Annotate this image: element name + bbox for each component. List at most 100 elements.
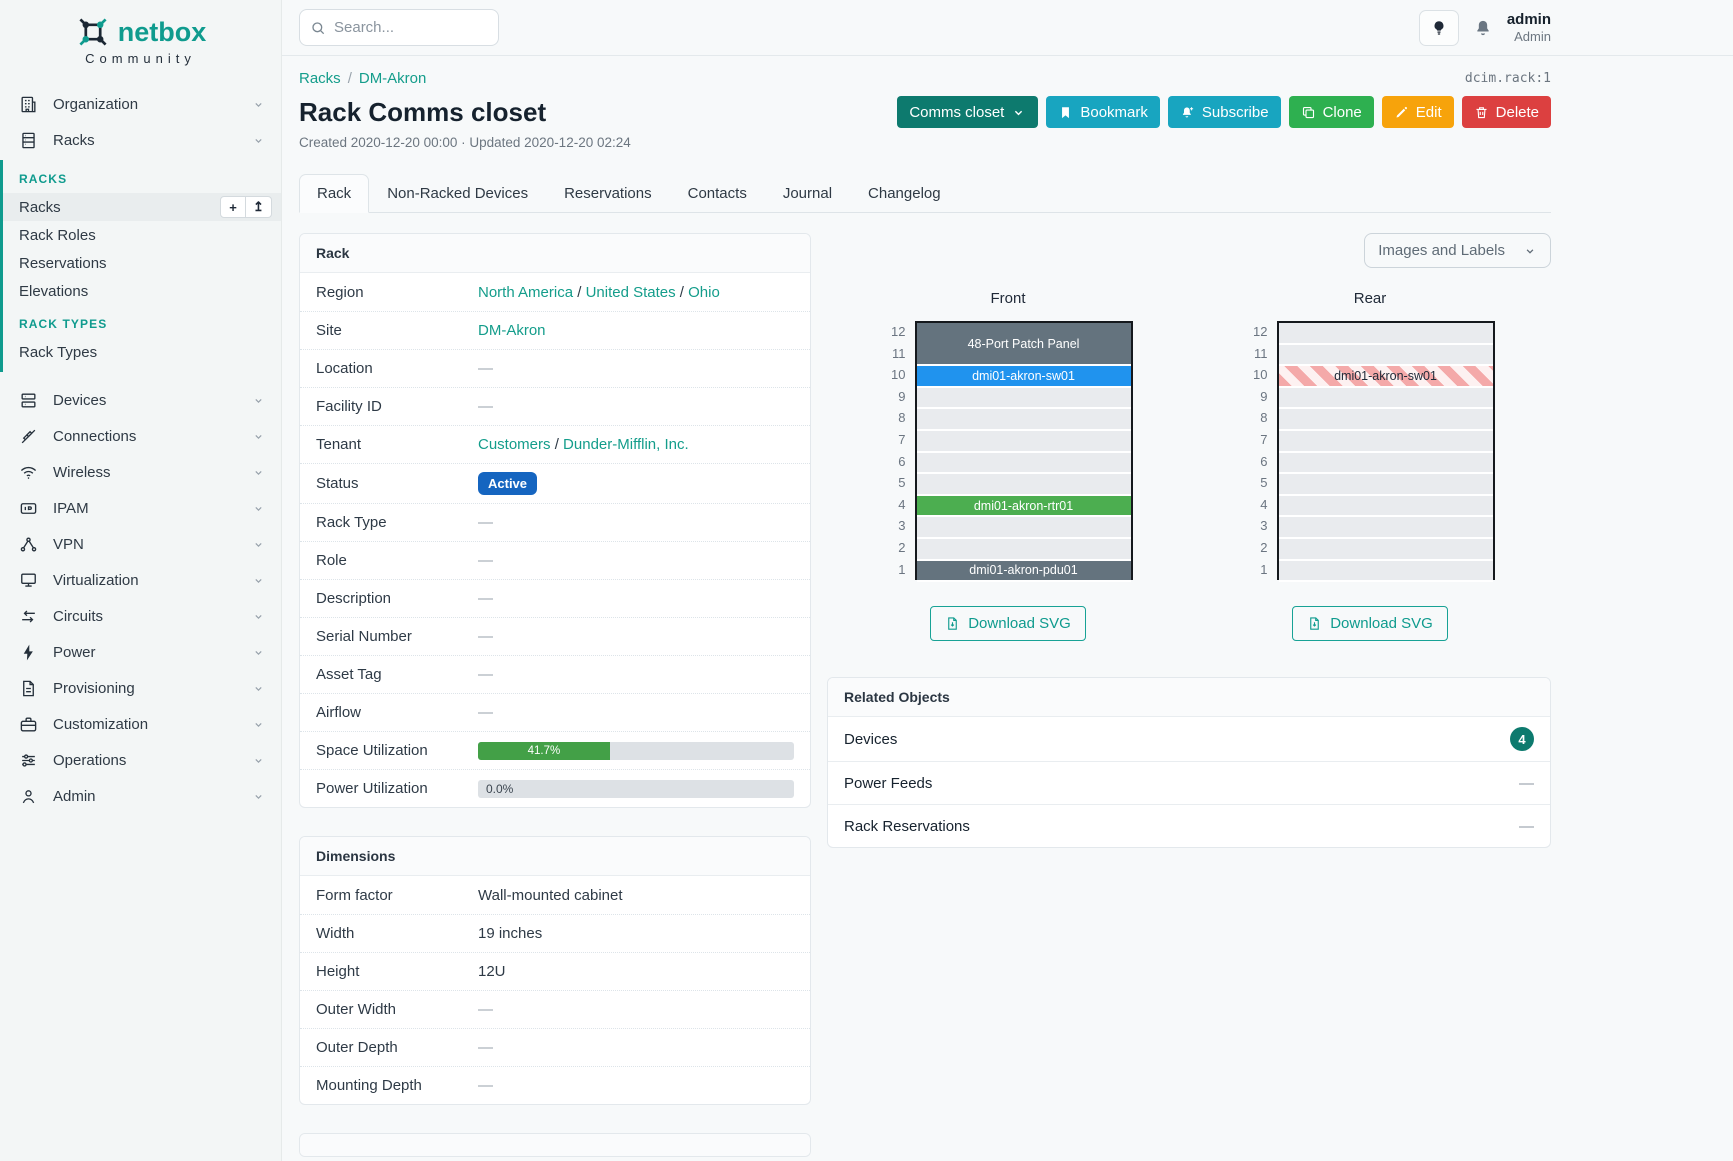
field-label: Role [316, 552, 347, 569]
sidebar-item-reservations[interactable]: Reservations [3, 249, 281, 277]
sidebar-item-admin[interactable]: Admin [0, 778, 281, 814]
rack-slot[interactable] [1278, 344, 1493, 367]
tab-reservations[interactable]: Reservations [564, 185, 652, 202]
sidebar-item-label: Elevations [19, 282, 89, 300]
rack-slot[interactable] [1278, 495, 1493, 518]
rack-slot[interactable] [1278, 474, 1493, 496]
field-label: Site [316, 322, 342, 339]
related-objects-panel: Related Objects Devices 4 Power Feeds — Rack… [827, 677, 1551, 849]
unit-number: 8 [898, 410, 906, 426]
transfer-icon [19, 607, 38, 626]
rack-slot[interactable] [916, 387, 1131, 410]
notifications-bell-icon[interactable] [1473, 18, 1493, 38]
download-svg-button[interactable]: Download SVG [1292, 606, 1448, 642]
rack-slot[interactable] [916, 409, 1131, 431]
rack-slot[interactable] [916, 474, 1131, 496]
search-input[interactable] [334, 19, 474, 36]
sidebar-item-connections[interactable]: Connections [0, 418, 281, 454]
field-link[interactable]: DM-Akron [478, 322, 546, 339]
field-label: Power Utilization [316, 780, 428, 797]
sidebar-item-virtualization[interactable]: Virtualization [0, 562, 281, 598]
sidebar-item-racks[interactable]: Racks + ↥ [3, 193, 281, 221]
rack-slot[interactable] [916, 539, 1131, 561]
created-updated-meta: Created 2020-12-20 00:00 · Updated 2020-… [299, 135, 631, 150]
elevation-view-select[interactable]: Images and Labels [1364, 233, 1551, 268]
related-object-row[interactable]: Power Feeds — [828, 761, 1550, 804]
rack-device[interactable]: dmi01-akron-sw01 [1278, 366, 1493, 388]
sidebar-item-label: Devices [53, 391, 107, 409]
netbox-logo[interactable]: netbox Community [0, 0, 281, 66]
sidebar-item-elevations[interactable]: Elevations [3, 277, 281, 305]
rack-device[interactable]: dmi01-akron-sw01 [916, 366, 1131, 388]
bookmark-button[interactable]: Bookmark [1046, 96, 1160, 128]
field-link[interactable]: Customers [478, 436, 551, 453]
related-object-label: Rack Reservations [844, 817, 970, 835]
breadcrumb-link[interactable]: DM-Akron [358, 70, 427, 87]
unit-number: 2 [1260, 539, 1268, 555]
add-button[interactable]: + [220, 196, 246, 218]
rack-slot[interactable] [1278, 539, 1493, 561]
delete-label: Delete [1495, 103, 1539, 121]
comms-closet-dropdown-button[interactable]: Comms closet [897, 96, 1039, 128]
field-value: 0.0% [478, 779, 794, 798]
subscribe-button[interactable]: Subscribe [1167, 96, 1281, 128]
related-object-row[interactable]: Rack Reservations — [828, 804, 1550, 847]
tab-journal[interactable]: Journal [782, 185, 833, 202]
table-row: Facility ID — [300, 387, 810, 425]
download-svg-button[interactable]: Download SVG [930, 606, 1086, 642]
table-row: Width 19 inches [300, 914, 810, 952]
field-link[interactable]: Dunder-Mifflin, Inc. [563, 436, 689, 453]
tab-contacts[interactable]: Contacts [687, 185, 747, 202]
delete-button[interactable]: Delete [1461, 96, 1551, 128]
field-link[interactable]: Ohio [688, 283, 720, 301]
sidebar-item-ipam[interactable]: IPAM [0, 490, 281, 526]
rack-device[interactable]: dmi01-akron-rtr01 [916, 495, 1131, 518]
edit-button[interactable]: Edit [1381, 96, 1454, 128]
sidebar-item-power[interactable]: Power [0, 634, 281, 670]
rack-slot[interactable] [1278, 560, 1493, 583]
sidebar-item-wireless[interactable]: Wireless [0, 454, 281, 490]
sidebar-item-provisioning[interactable]: Provisioning [0, 670, 281, 706]
search-box[interactable] [299, 9, 499, 46]
tab-non-racked-devices[interactable]: Non-Racked Devices [387, 185, 529, 202]
field-label: Airflow [316, 704, 362, 721]
theme-toggle-button[interactable] [1418, 9, 1459, 46]
sidebar-item-vpn[interactable]: VPN [0, 526, 281, 562]
tab-changelog[interactable]: Changelog [868, 185, 941, 202]
rack-slot[interactable] [916, 452, 1131, 475]
sidebar-item-operations[interactable]: Operations [0, 742, 281, 778]
rack-slot[interactable] [916, 517, 1131, 539]
rack-slot[interactable] [1278, 452, 1493, 475]
empty-value: — [478, 398, 493, 415]
field-value: — [478, 1001, 794, 1018]
related-object-row[interactable]: Devices 4 [828, 717, 1550, 761]
rack-slot[interactable] [1278, 517, 1493, 539]
field-value: — [478, 666, 794, 683]
sidebar-item-organization[interactable]: Organization [0, 86, 281, 122]
link-separator: / [550, 436, 564, 453]
field-link[interactable]: North America [478, 283, 574, 301]
sidebar-item-rack-types[interactable]: Rack Types [3, 338, 281, 366]
rack-device[interactable]: dmi01-akron-pdu01 [916, 560, 1131, 583]
sidebar-item-customization[interactable]: Customization [0, 706, 281, 742]
sidebar-item-rack-roles[interactable]: Rack Roles [3, 221, 281, 249]
rack-slot[interactable] [1278, 387, 1493, 410]
table-row: Status Active [300, 463, 810, 503]
rack-slot[interactable] [1278, 409, 1493, 431]
sidebar-item-racks[interactable]: Racks [0, 122, 281, 158]
rack-slot[interactable] [916, 431, 1131, 453]
chevron-down-icon [252, 466, 265, 479]
tab-rack[interactable]: Rack [299, 174, 370, 213]
sidebar-item-label: Power [53, 643, 96, 661]
rack-slot[interactable] [1278, 323, 1493, 345]
field-link[interactable]: United States [585, 283, 676, 301]
clone-button[interactable]: Clone [1288, 96, 1374, 128]
sidebar-item-circuits[interactable]: Circuits [0, 598, 281, 634]
rack-device[interactable]: 48-Port Patch Panel [916, 323, 1131, 367]
user-menu[interactable]: admin Admin [1507, 11, 1551, 44]
breadcrumb-link[interactable]: Racks [299, 70, 341, 87]
table-row: Tenant Customers / Dunder-Mifflin, Inc. [300, 425, 810, 463]
sidebar-item-devices[interactable]: Devices [0, 382, 281, 418]
import-button[interactable]: ↥ [246, 196, 272, 218]
rack-slot[interactable] [1278, 431, 1493, 453]
